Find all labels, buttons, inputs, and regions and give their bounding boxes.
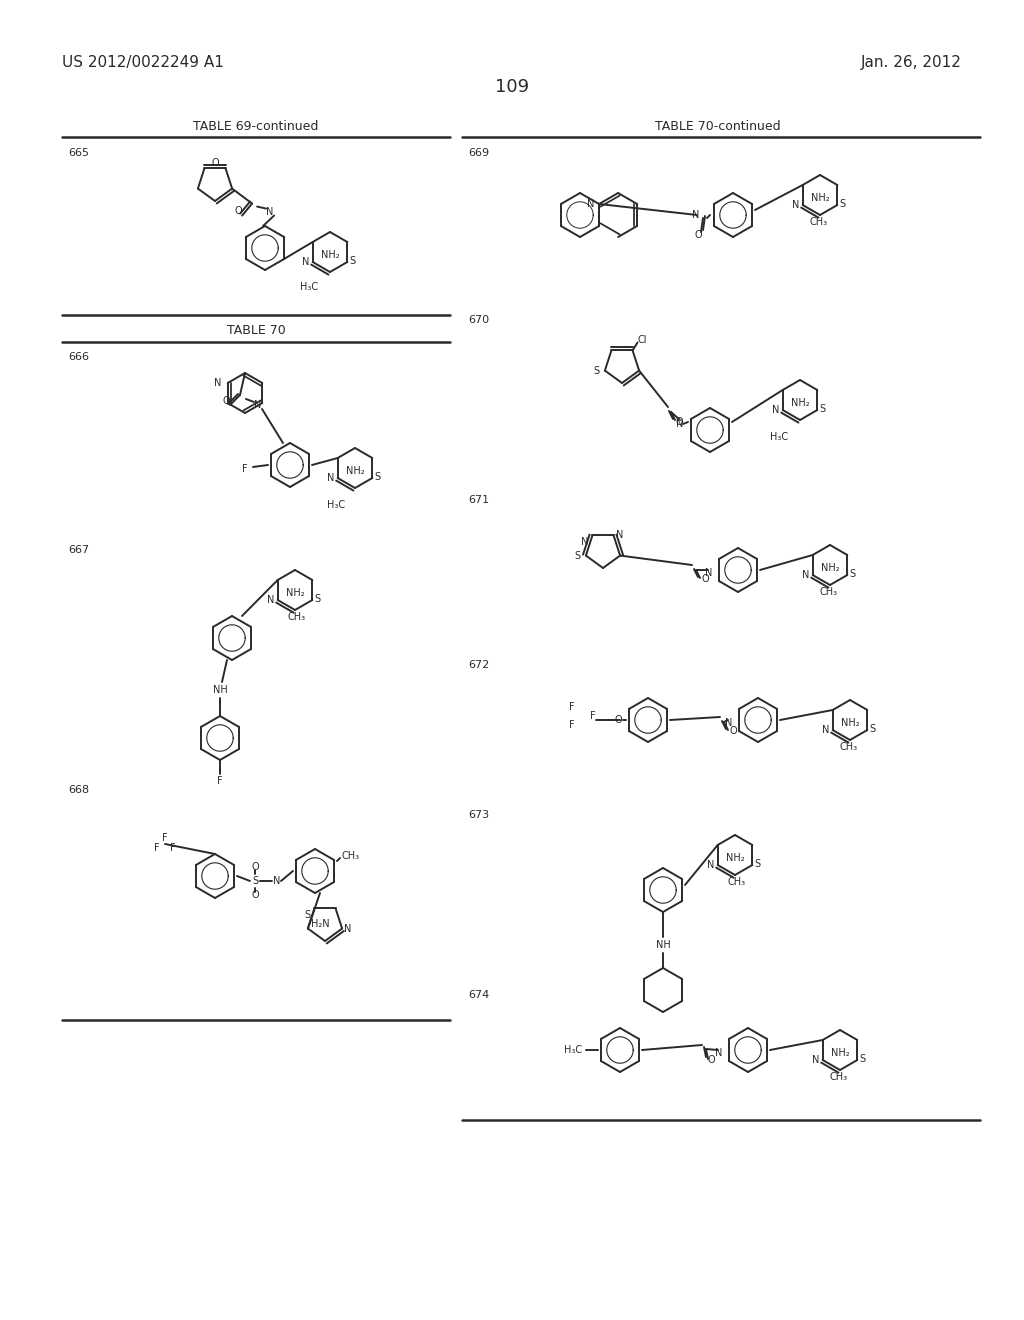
Text: N: N: [254, 400, 262, 411]
Text: N: N: [691, 210, 699, 220]
Text: S: S: [594, 366, 600, 376]
Text: S: S: [304, 911, 310, 920]
Text: CH₃: CH₃: [840, 742, 858, 752]
Text: 673: 673: [468, 810, 489, 820]
Text: F: F: [155, 843, 160, 853]
Text: CH₃: CH₃: [287, 612, 305, 622]
Text: NH₂: NH₂: [321, 249, 339, 260]
Text: S: S: [849, 569, 855, 579]
Text: S: S: [252, 876, 258, 886]
Text: N: N: [676, 418, 683, 429]
Text: US 2012/0022249 A1: US 2012/0022249 A1: [62, 55, 224, 70]
Text: N: N: [581, 537, 589, 548]
Text: H₂N: H₂N: [310, 919, 330, 929]
Text: N: N: [812, 1055, 819, 1065]
Text: H₃C: H₃C: [770, 432, 788, 442]
Text: F: F: [170, 843, 176, 853]
Text: NH₂: NH₂: [726, 853, 744, 863]
Text: 668: 668: [68, 785, 89, 795]
Text: S: S: [819, 404, 825, 414]
Text: S: S: [869, 723, 876, 734]
Text: O: O: [694, 230, 701, 240]
Text: F: F: [217, 776, 223, 785]
Text: O: O: [234, 206, 242, 215]
Text: N: N: [772, 405, 779, 414]
Text: F: F: [243, 465, 248, 474]
Text: 671: 671: [468, 495, 489, 506]
Text: TABLE 70: TABLE 70: [226, 323, 286, 337]
Text: NH: NH: [213, 685, 227, 696]
Text: 666: 666: [68, 352, 89, 362]
Text: Cl: Cl: [638, 335, 647, 346]
Text: NH₂: NH₂: [841, 718, 859, 729]
Text: N: N: [327, 473, 335, 483]
Text: CH₃: CH₃: [830, 1072, 848, 1082]
Text: N: N: [344, 924, 351, 933]
Text: O: O: [614, 715, 622, 725]
Text: N: N: [707, 861, 715, 870]
Text: H₃C: H₃C: [300, 282, 318, 292]
Text: O: O: [730, 726, 737, 737]
Text: N: N: [792, 201, 800, 210]
Text: NH₂: NH₂: [286, 587, 304, 598]
Text: O: O: [222, 396, 229, 407]
Text: H₃C: H₃C: [564, 1045, 582, 1055]
Text: N: N: [705, 568, 712, 578]
Text: N: N: [822, 725, 829, 735]
Text: N: N: [214, 378, 221, 388]
Text: N: N: [725, 718, 732, 729]
Text: F: F: [162, 833, 168, 843]
Text: O: O: [211, 158, 219, 168]
Text: S: S: [349, 256, 355, 267]
Text: TABLE 69-continued: TABLE 69-continued: [194, 120, 318, 133]
Text: O: O: [251, 890, 259, 900]
Text: F: F: [569, 719, 574, 730]
Text: H₃C: H₃C: [327, 500, 345, 510]
Text: N: N: [715, 1048, 722, 1059]
Text: 670: 670: [468, 315, 489, 325]
Text: Jan. 26, 2012: Jan. 26, 2012: [861, 55, 962, 70]
Text: CH₃: CH₃: [727, 876, 745, 887]
Text: 109: 109: [495, 78, 529, 96]
Text: CH₃: CH₃: [820, 587, 838, 597]
Text: O: O: [708, 1055, 716, 1065]
Text: NH₂: NH₂: [820, 564, 840, 573]
Text: 665: 665: [68, 148, 89, 158]
Text: N: N: [267, 595, 274, 605]
Text: CH₃: CH₃: [341, 851, 359, 861]
Text: O: O: [251, 862, 259, 873]
Text: S: S: [755, 859, 761, 869]
Text: TABLE 70-continued: TABLE 70-continued: [655, 120, 781, 133]
Text: 672: 672: [468, 660, 489, 671]
Text: O: O: [702, 574, 710, 583]
Text: N: N: [802, 570, 809, 579]
Text: NH₂: NH₂: [811, 193, 829, 203]
Text: N: N: [302, 257, 309, 267]
Text: N: N: [273, 876, 281, 886]
Text: N: N: [615, 531, 623, 540]
Text: NH₂: NH₂: [830, 1048, 849, 1059]
Text: F: F: [590, 711, 596, 721]
Text: N: N: [587, 199, 594, 209]
Text: O: O: [676, 417, 684, 426]
Text: NH: NH: [655, 940, 671, 950]
Text: S: S: [375, 473, 381, 482]
Text: 669: 669: [468, 148, 489, 158]
Text: NH₂: NH₂: [791, 399, 809, 408]
Text: F: F: [569, 702, 574, 711]
Text: N: N: [266, 206, 273, 216]
Text: 667: 667: [68, 545, 89, 554]
Text: S: S: [314, 594, 321, 605]
Text: S: S: [574, 550, 581, 561]
Text: NH₂: NH₂: [346, 466, 365, 477]
Text: S: S: [859, 1053, 865, 1064]
Text: CH₃: CH₃: [810, 216, 828, 227]
Text: 674: 674: [468, 990, 489, 1001]
Text: S: S: [840, 199, 846, 209]
